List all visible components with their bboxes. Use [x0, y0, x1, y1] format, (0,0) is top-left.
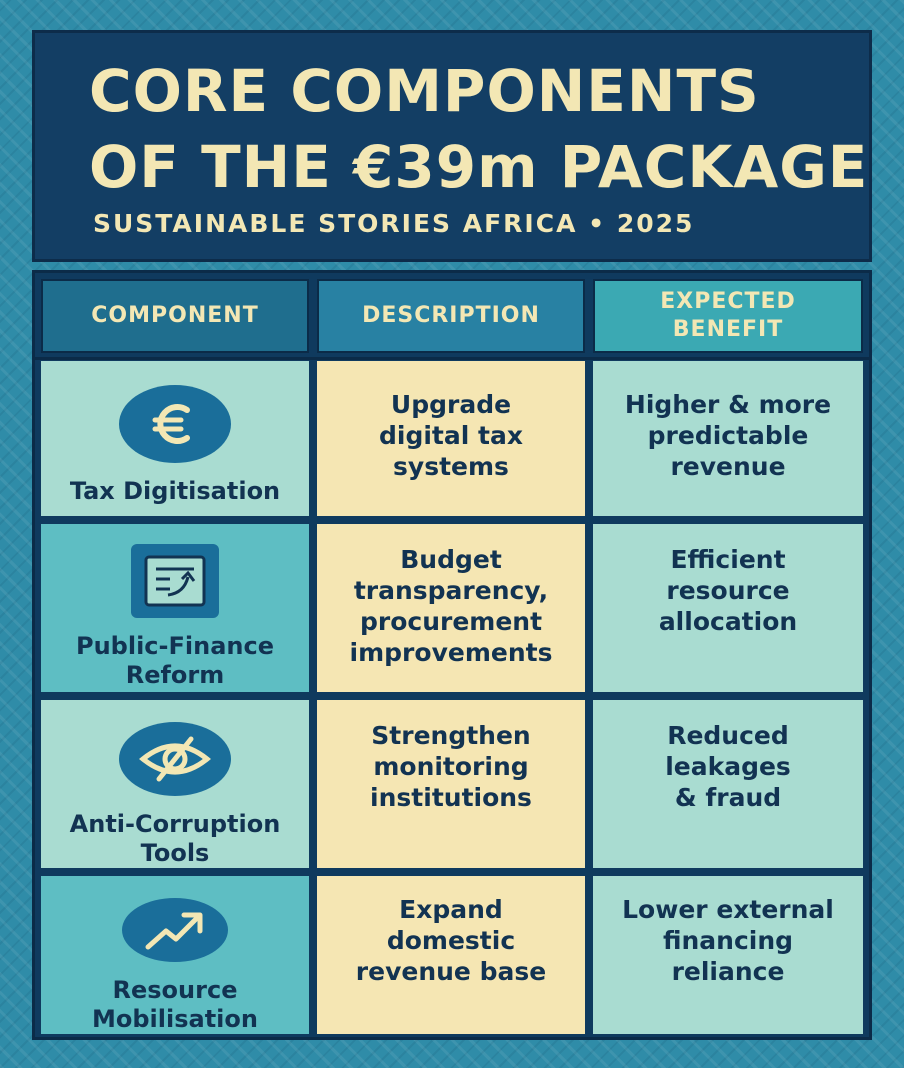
table-row-1-description: Upgrade digital tax systems [317, 361, 585, 516]
table-row-3-benefit: Reduced leakages & fraud [593, 700, 863, 868]
table-row-2-description: Budget transparency, procurement improve… [317, 524, 585, 692]
page-title-line-2: OF THE €39m PACKAGE [89, 133, 869, 201]
page-title-line-1: CORE COMPONENTS [89, 57, 760, 125]
table-row-4-component: Resource Mobilisation [41, 876, 309, 1034]
component-label: Resource Mobilisation [92, 976, 258, 1033]
table-row-4-benefit: Lower external financing reliance [593, 876, 863, 1034]
header-expected-benefit: EXPECTED BENEFIT [593, 279, 863, 353]
document-arrow-icon [131, 544, 219, 618]
header-description: DESCRIPTION [317, 279, 585, 353]
table-row-3-component: Anti-Corruption Tools [41, 700, 309, 868]
trending-up-icon [122, 898, 228, 962]
component-label: Public-Finance Reform [76, 632, 274, 689]
table-row-3-description: Strengthen monitoring institutions [317, 700, 585, 868]
table-row-4-description: Expand domestic revenue base [317, 876, 585, 1034]
eye-slash-icon [119, 722, 231, 796]
table-row-1-benefit: Higher & more predictable revenue [593, 361, 863, 516]
header-banner: CORE COMPONENTS OF THE €39m PACKAGE SUST… [32, 30, 872, 262]
component-label: Tax Digitisation [69, 477, 281, 505]
divider [35, 357, 869, 360]
page-subtitle: SUSTAINABLE STORIES AFRICA • 2025 [93, 209, 695, 238]
components-table: COMPONENT DESCRIPTION EXPECTED BENEFIT T… [32, 270, 872, 1040]
header-component: COMPONENT [41, 279, 309, 353]
table-row-2-component: Public-Finance Reform [41, 524, 309, 692]
table-row-2-benefit: Efficient resource allocation [593, 524, 863, 692]
component-label: Anti-Corruption Tools [69, 810, 281, 867]
euro-icon [119, 385, 231, 463]
table-row-1-component: Tax Digitisation [41, 361, 309, 516]
